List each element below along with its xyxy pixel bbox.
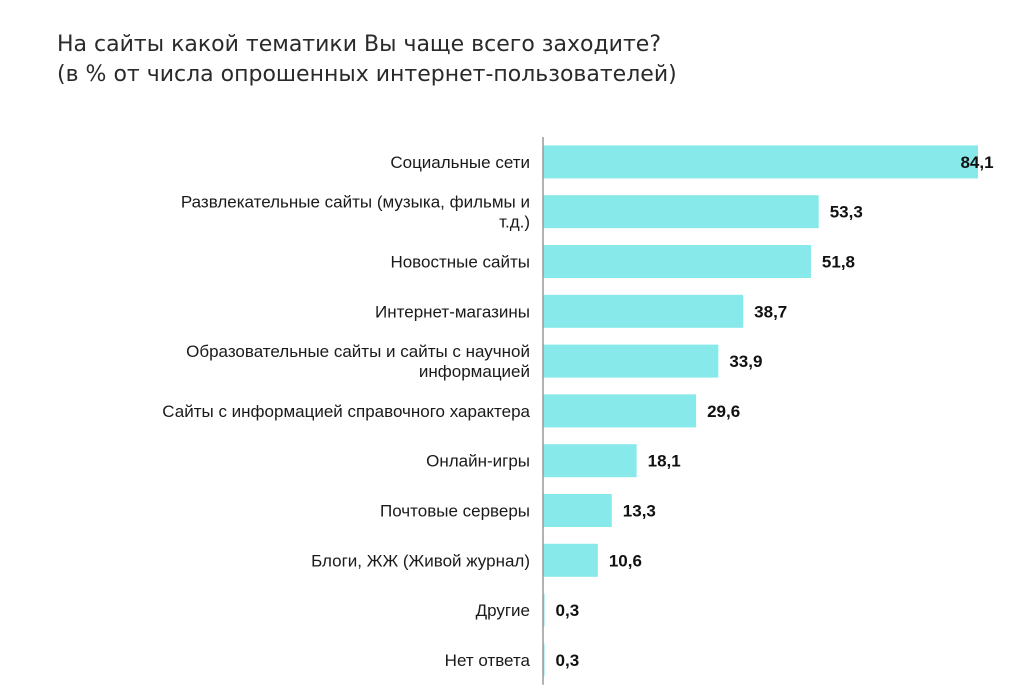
chart-subtitle: (в % от числа опрошенных интернет-пользо… [57, 62, 677, 87]
category-label: Интернет-магазины [375, 302, 530, 321]
value-label: 51,8 [822, 253, 855, 272]
value-label: 33,9 [729, 352, 762, 371]
bar [543, 543, 598, 577]
value-labels-group: 84,1 53,3 51,8 38,7 33,9 29,6 18,1 13,3 10,6 0,3 0… [556, 153, 994, 670]
category-label: Онлайн-игры [426, 452, 530, 471]
value-label: 0,3 [556, 601, 580, 620]
category-labels-group: Социальные сети Развлекательные сайты (му… [162, 153, 530, 670]
bar [543, 394, 697, 428]
chart-title: На сайты какой тематики Вы чаще всего за… [57, 32, 661, 57]
value-label: 0,3 [556, 651, 580, 670]
bar [543, 494, 612, 527]
value-label: 10,6 [609, 551, 642, 570]
category-label: Новостные сайты [390, 253, 530, 272]
bar [543, 245, 811, 278]
bar [543, 444, 637, 478]
bars-group [543, 145, 978, 677]
category-label: Социальные сети [390, 153, 530, 172]
category-label: Нет ответа [445, 651, 531, 670]
bar [543, 145, 978, 179]
category-label: Образовательные сайты и сайты с научной и… [186, 342, 530, 381]
value-label: 13,3 [623, 502, 656, 521]
value-label: 29,6 [707, 402, 740, 421]
category-label: Другие [476, 601, 530, 620]
value-label: 38,7 [754, 302, 787, 321]
value-label: 84,1 [960, 153, 993, 172]
bar [543, 294, 744, 328]
bar [543, 195, 819, 229]
category-label: Почтовые серверы [380, 502, 530, 521]
value-label: 53,3 [830, 203, 863, 222]
category-label: Блоги, ЖЖ (Живой журнал) [311, 551, 530, 570]
chart-title-block: На сайты какой тематики Вы чаще всего за… [57, 30, 677, 90]
bar [543, 643, 545, 677]
bar [543, 593, 545, 627]
value-label: 18,1 [648, 452, 681, 471]
category-label: Сайты с информацией справочного характер… [162, 402, 530, 421]
bar [543, 344, 719, 378]
